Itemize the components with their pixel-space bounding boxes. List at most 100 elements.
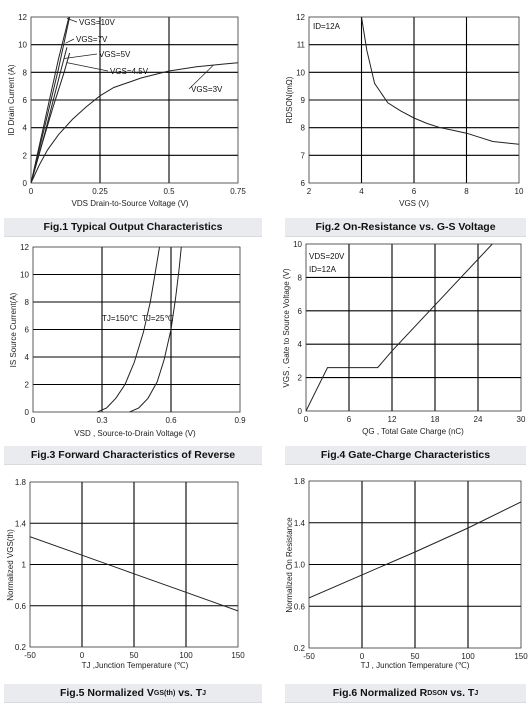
y-tick-label: 0 bbox=[23, 179, 28, 188]
y-tick-label: 6 bbox=[25, 326, 30, 335]
series-line-1 bbox=[31, 17, 70, 183]
x-tick-label: -50 bbox=[303, 652, 315, 661]
y-tick-label: 10 bbox=[18, 41, 27, 50]
x-tick-label: 0.6 bbox=[165, 416, 177, 425]
y-tick-label: 1.0 bbox=[294, 561, 306, 570]
caption-fig1: Fig.1 Typical Output Characteristics bbox=[4, 218, 262, 237]
x-tick-label: 50 bbox=[411, 652, 420, 661]
plot-frame bbox=[305, 243, 522, 412]
series-label: TJ=25℃ bbox=[142, 314, 173, 323]
chart-2: 2 4 6 8 10 6 7 8 9 10 11 12 VGS (V) RDSON(mΩ) ID=12A bbox=[285, 13, 524, 208]
x-tick-label: 0.75 bbox=[230, 187, 246, 196]
y-tick-label: 1 bbox=[22, 561, 27, 570]
x-tick-label: 4 bbox=[359, 187, 364, 196]
x-tick-label: 30 bbox=[517, 415, 526, 424]
series-line-1 bbox=[306, 244, 493, 411]
y-tick-label: 0 bbox=[298, 407, 303, 416]
y-tick-label: 8 bbox=[301, 124, 306, 133]
y-axis-label: IS Source Current(A) bbox=[9, 292, 18, 367]
x-tick-label: 0.5 bbox=[163, 187, 175, 196]
leader-line bbox=[188, 65, 214, 90]
y-axis-label: VGS , Gate to Source Voltage (V) bbox=[282, 268, 291, 388]
series-line-1 bbox=[361, 17, 519, 145]
caption-fig4: Fig.4 Gate-Charge Characteristics bbox=[285, 446, 526, 465]
series-line-5 bbox=[31, 62, 238, 183]
y-tick-label: 10 bbox=[296, 68, 305, 77]
plot-frame bbox=[308, 16, 520, 184]
x-tick-label: 6 bbox=[412, 187, 417, 196]
x-tick-label: 150 bbox=[514, 652, 528, 661]
x-tick-label: -50 bbox=[24, 651, 36, 660]
y-tick-label: 1.8 bbox=[15, 478, 27, 487]
x-tick-label: 2 bbox=[307, 187, 312, 196]
x-tick-label: 100 bbox=[179, 651, 193, 660]
y-tick-label: 9 bbox=[301, 96, 306, 105]
y-tick-label: 1.4 bbox=[15, 519, 27, 528]
x-tick-label: 12 bbox=[388, 415, 397, 424]
annotation-condition: VDS=20V bbox=[309, 252, 345, 261]
x-tick-label: 0.25 bbox=[92, 187, 108, 196]
x-tick-label: 0 bbox=[360, 652, 365, 661]
series-line-4 bbox=[31, 52, 71, 183]
y-tick-label: 0.2 bbox=[294, 644, 306, 653]
series-line-2 bbox=[129, 247, 182, 412]
leader-line bbox=[66, 62, 109, 72]
x-tick-label: 50 bbox=[130, 651, 139, 660]
y-tick-label: 12 bbox=[18, 13, 27, 22]
x-tick-label: 150 bbox=[231, 651, 245, 660]
y-tick-label: 10 bbox=[20, 271, 29, 280]
x-tick-label: 0 bbox=[31, 416, 36, 425]
x-axis-label: VDS Drain-to-Source Voltage (V) bbox=[72, 199, 189, 208]
y-axis-label: ID Drain Current (A) bbox=[7, 64, 16, 135]
y-tick-label: 8 bbox=[25, 298, 30, 307]
y-tick-label: 2 bbox=[23, 151, 28, 160]
y-tick-label: 2 bbox=[298, 374, 303, 383]
x-axis-label: QG , Total Gate Charge (nC) bbox=[362, 427, 464, 436]
y-tick-label: 8 bbox=[298, 273, 303, 282]
y-tick-label: 0 bbox=[25, 408, 30, 417]
y-tick-label: 4 bbox=[25, 353, 30, 362]
y-axis-label: Normalized On Resistance bbox=[285, 517, 294, 613]
series-line-1 bbox=[30, 536, 238, 612]
y-tick-label: 4 bbox=[298, 340, 303, 349]
series-label: VGS=5V bbox=[99, 50, 131, 59]
x-tick-label: 10 bbox=[515, 187, 524, 196]
y-tick-label: 1.8 bbox=[294, 477, 306, 486]
series-label: TJ=150℃ bbox=[102, 314, 138, 323]
y-tick-label: 6 bbox=[301, 179, 306, 188]
chart-5: -50 0 50 100 150 0.2 0.6 1 1.4 1.8 TJ ,Junction Te… bbox=[6, 478, 245, 670]
x-tick-label: 0.9 bbox=[234, 416, 246, 425]
x-axis-label: VSD , Source-to-Drain Voltage (V) bbox=[74, 429, 196, 438]
chart-1: 0 0.25 0.5 0.75 0 2 4 6 8 10 12 VDS Drain-to-Source… bbox=[7, 13, 246, 208]
x-axis-label: VGS (V) bbox=[399, 199, 429, 208]
x-tick-label: 0 bbox=[29, 187, 34, 196]
chart-6: -50 0 50 100 150 0.2 0.6 1.0 1.4 1.8 TJ , Junction… bbox=[285, 477, 528, 670]
y-axis-label: Normalized VGS(th) bbox=[6, 529, 15, 601]
plot-frame bbox=[29, 481, 239, 648]
y-tick-label: 10 bbox=[293, 240, 302, 249]
plot-frame bbox=[308, 480, 522, 649]
leader-line bbox=[64, 53, 98, 59]
y-tick-label: 7 bbox=[301, 151, 306, 160]
y-tick-label: 2 bbox=[25, 381, 30, 390]
series-label: VGS=4.5V bbox=[110, 67, 149, 76]
chart-3: 0 0.3 0.6 0.9 0 2 4 6 8 10 12 VSD , Source-to-Drain… bbox=[9, 243, 246, 438]
plot-frame bbox=[30, 16, 239, 184]
y-tick-label: 12 bbox=[20, 243, 29, 252]
y-tick-label: 0.6 bbox=[294, 602, 306, 611]
x-tick-label: 0 bbox=[80, 651, 85, 660]
x-axis-label: TJ ,Junction Temperature (℃) bbox=[82, 661, 189, 670]
y-tick-label: 0.6 bbox=[15, 602, 27, 611]
series-line-1 bbox=[309, 501, 521, 599]
x-tick-label: 8 bbox=[464, 187, 469, 196]
series-label: VGS=10V bbox=[79, 18, 115, 27]
y-tick-label: 6 bbox=[23, 96, 28, 105]
y-tick-label: 4 bbox=[23, 124, 28, 133]
x-tick-label: 100 bbox=[461, 652, 475, 661]
y-tick-label: 6 bbox=[298, 307, 303, 316]
annotation-id: ID=12A bbox=[313, 22, 341, 31]
plot-frame bbox=[32, 246, 241, 413]
